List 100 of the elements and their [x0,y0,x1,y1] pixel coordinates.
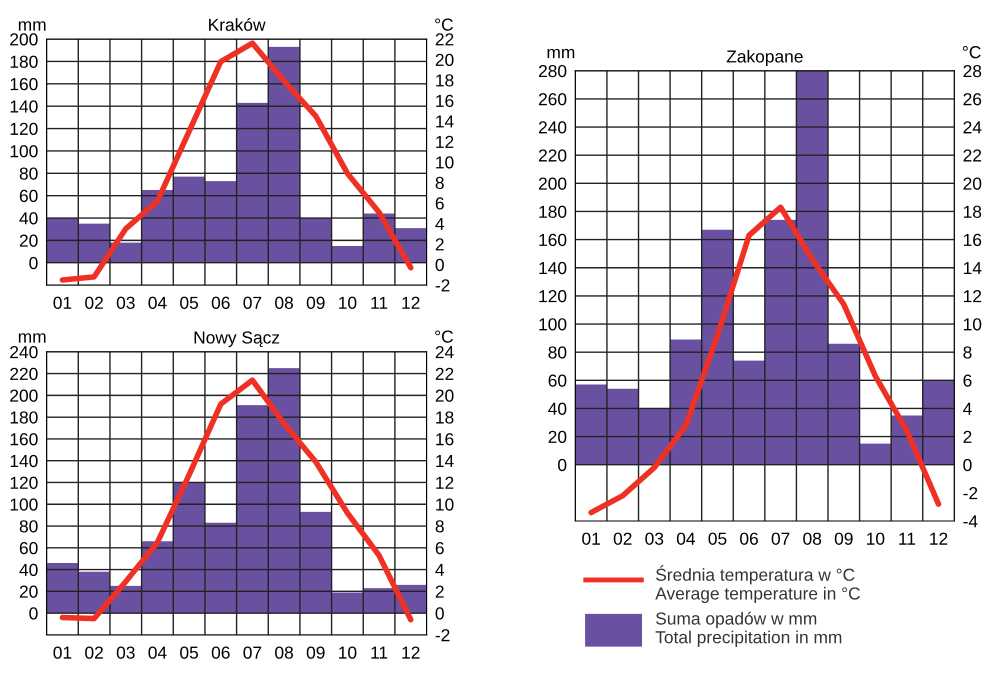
y2-tick-label: 6 [436,197,444,210]
y2-tick-label: 10 [436,156,454,169]
y-axis-title: mm [18,21,46,31]
x-tick-label: 12 [402,646,420,659]
y-tick-label: 180 [539,206,566,218]
y-tick-label: 240 [538,121,566,134]
y2-tick-label: 16 [436,94,454,108]
y-tick-label: 100 [539,318,566,330]
y2-tick-label: 22 [436,368,454,380]
y2-tick-label: 18 [436,74,454,87]
x-tick-label: 12 [402,296,420,309]
x-tick-label: 01 [582,532,600,545]
y-tick-label: 280 [538,64,566,78]
y-tick-label: 240 [10,346,38,358]
x-tick-label: 11 [899,532,916,545]
y-axis-title: mm [548,48,574,58]
x-tick-label: 04 [148,296,167,309]
y2-tick-label: 6 [964,374,972,387]
y2-tick-label: -2 [963,487,978,500]
x-tick-label: 08 [275,646,293,659]
y-tick-label: 180 [10,411,38,424]
x-tick-label: 09 [306,296,325,309]
y2-tick-label: 8 [436,520,444,532]
x-tick-label: 07 [243,646,262,659]
x-tick-label: 03 [116,296,135,309]
y2-axis-title: °C [435,330,453,343]
y2-tick-label: 16 [436,433,454,446]
y2-tick-label: 8 [436,176,444,190]
y2-tick-label: 20 [436,54,454,66]
y2-tick-label: 0 [436,607,444,620]
y2-tick-label: 0 [963,458,972,472]
y-tick-label: 20 [20,586,38,598]
y2-tick-label: 6 [436,542,444,554]
y-tick-label: 80 [20,167,38,180]
chart-title: Kraków [209,18,266,31]
y2-tick-label: 10 [436,498,454,511]
y-tick-label: 60 [20,542,38,554]
y2-tick-label: 10 [964,318,982,330]
y2-tick-label: 26 [964,93,982,106]
y-tick-label: 40 [19,212,38,224]
y-tick-label: 20 [20,234,38,247]
y2-axis-title: °C [435,18,453,31]
y2-tick-label: -2 [436,629,450,642]
x-tick-label: 02 [614,532,632,545]
legend-label: Suma opadów w mm Total precipitation in mm [656,612,842,647]
y-tick-label: 40 [19,564,38,576]
y2-tick-label: 8 [963,346,972,359]
y2-tick-label: 18 [436,411,454,424]
x-tick-label: 09 [306,646,325,659]
y2-tick-label: -4 [963,515,978,528]
y2-tick-label: 12 [436,136,454,148]
y-tick-label: 140 [10,454,38,468]
y-tick-label: 40 [548,402,566,415]
x-tick-label: 07 [772,532,790,545]
y-tick-label: 60 [20,190,38,202]
x-tick-label: 03 [645,532,664,545]
x-tick-label: 10 [339,296,356,309]
x-tick-label: 02 [85,296,103,309]
y-tick-label: 120 [10,122,38,136]
x-tick-label: 10 [339,646,356,659]
y2-tick-label: 18 [964,206,982,218]
x-tick-label: 01 [53,296,72,309]
chart-title: Nowy Sącz [194,331,280,348]
x-tick-label: 06 [212,646,230,659]
y2-tick-label: 12 [436,476,454,489]
y2-tick-label: 22 [436,33,454,46]
y-tick-label: 200 [10,390,38,402]
chart-title: Zakopane [726,50,803,66]
x-tick-label: 03 [116,646,135,659]
y-tick-label: 0 [29,607,38,620]
y-tick-label: 160 [10,78,38,90]
y-tick-label: 20 [548,430,566,444]
y2-tick-label: 14 [964,262,982,274]
y-tick-label: 140 [10,100,38,113]
y-tick-label: 160 [539,234,566,246]
y2-tick-label: 24 [436,346,454,358]
y2-tick-label: 16 [964,234,982,246]
y2-tick-label: 4 [435,564,444,576]
y-tick-label: 260 [538,93,566,106]
y-axis-title: mm [18,333,46,343]
x-tick-label: 11 [371,646,388,659]
y-tick-label: 100 [10,145,38,158]
x-tick-label: 05 [180,646,198,659]
y-tick-label: 80 [20,520,38,532]
x-tick-label: 04 [676,532,696,545]
x-tick-label: 02 [85,646,103,659]
y2-tick-label: 24 [964,121,982,134]
y-tick-label: 120 [539,290,566,302]
y2-tick-label: -2 [436,279,450,292]
y2-tick-label: 20 [436,390,454,402]
y-tick-label: 200 [538,177,566,190]
x-tick-label: 04 [148,646,167,659]
y-tick-label: 220 [10,368,38,380]
y-tick-label: 220 [538,149,566,162]
x-tick-label: 07 [243,296,262,309]
y2-tick-label: 14 [436,115,454,128]
y-tick-label: 160 [10,433,38,446]
y-tick-label: 100 [10,498,38,511]
x-tick-label: 06 [212,296,230,309]
y2-tick-label: 22 [964,149,982,162]
